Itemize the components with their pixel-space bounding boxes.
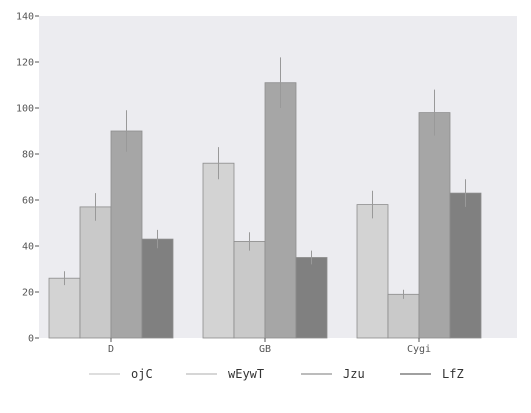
x-tick-label: Cygi [407,344,431,355]
x-axis-ticks: D GB Cygi [108,338,431,355]
bar [264,82,297,339]
legend: ojC wEywT Jzu LfZ [89,367,464,381]
legend-label: ojC [131,367,153,381]
y-tick-label: 0 [28,334,34,345]
y-tick-label: 20 [22,288,34,299]
bars-group [48,82,482,339]
bar [418,112,451,339]
bar [295,257,328,339]
error-bars-group [64,57,466,299]
legend-label: LfZ [442,367,464,381]
bar [449,192,482,339]
y-tick-label: 140 [16,12,34,23]
bar [387,293,420,339]
bar [356,204,389,339]
legend-label: Jzu [343,367,365,381]
x-tick-label: GB [259,344,271,355]
legend-label: wEywT [228,367,264,381]
y-tick-label: 40 [22,242,34,253]
bar [233,240,266,339]
y-tick-label: 60 [22,196,34,207]
y-tick-label: 80 [22,150,34,161]
bar [79,206,112,339]
bar [141,238,174,339]
y-tick-label: 100 [16,104,34,115]
y-axis-ticks: 0 20 40 60 80 100 120 140 [16,12,39,345]
y-tick-label: 120 [16,58,34,69]
bar [48,277,81,339]
bar [110,130,143,339]
x-tick-label: D [108,344,114,355]
bar [202,162,235,339]
